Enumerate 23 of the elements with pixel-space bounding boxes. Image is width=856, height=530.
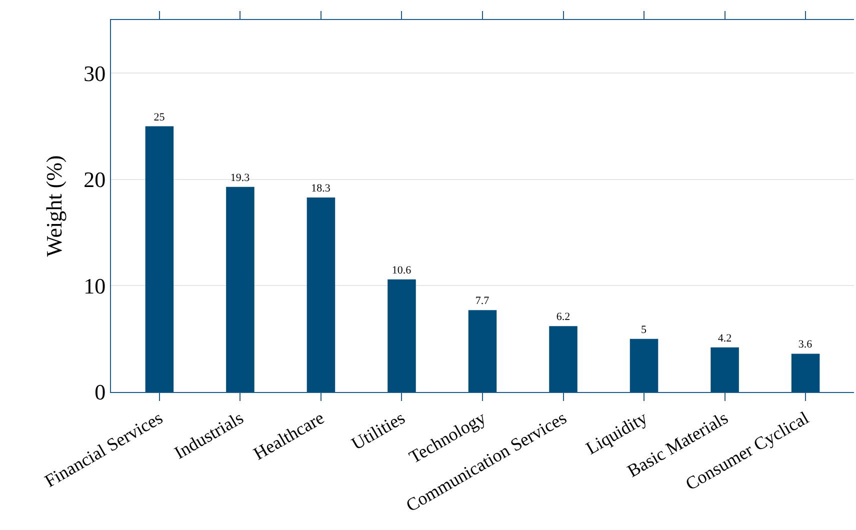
bar [468, 310, 497, 392]
bar [630, 338, 658, 392]
data-label: 4.2 [718, 332, 732, 344]
bar [791, 354, 820, 392]
bar [226, 186, 254, 392]
bar [145, 126, 174, 392]
y-tick-label: 10 [84, 273, 106, 298]
y-tick-label: 20 [84, 167, 106, 192]
data-label: 6.2 [556, 311, 570, 324]
data-label: 5 [641, 324, 648, 336]
data-label: 7.7 [475, 295, 490, 308]
data-label: 18.3 [311, 182, 331, 194]
y-tick-label: 30 [84, 60, 106, 86]
bar [306, 198, 336, 392]
data-label: 25 [154, 111, 166, 124]
bar [710, 347, 739, 392]
data-label: 10.6 [392, 264, 412, 276]
bar [549, 326, 578, 392]
y-tick-label: 0 [94, 380, 106, 405]
data-label: 3.6 [798, 338, 813, 351]
y-axis-title: Weight (%) [41, 155, 66, 257]
data-label: 19.3 [230, 172, 250, 184]
bar [388, 279, 416, 392]
